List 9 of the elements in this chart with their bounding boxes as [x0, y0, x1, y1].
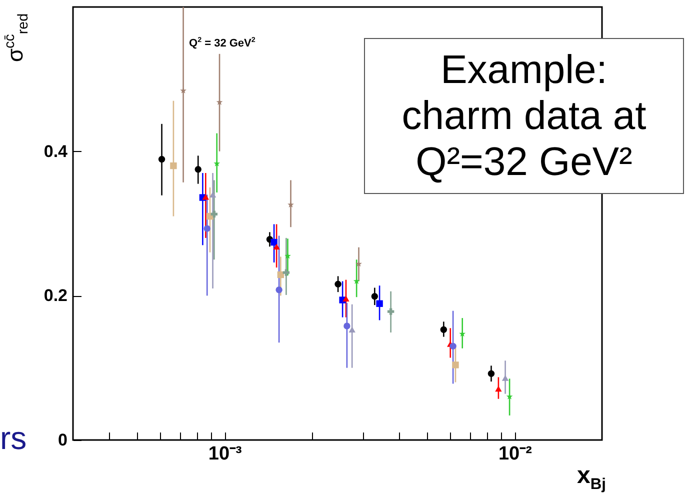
y-tick-label: 0.4 — [44, 142, 68, 161]
x-tick-label: 10⁻³ — [208, 444, 242, 464]
x-axis-title: x$_{Bj}$ — [577, 462, 606, 494]
x-tick-label: 10⁻² — [498, 444, 532, 464]
annotation: Example: charm data at Q²=32 GeV² — [364, 38, 684, 194]
text: rs — [0, 420, 27, 457]
annotation: Q$^{2}$ = 32 GeV$^{2}$ — [189, 36, 256, 50]
y-tick-label: 0 — [58, 430, 68, 450]
y-tick-label: 0.2 — [44, 286, 68, 306]
